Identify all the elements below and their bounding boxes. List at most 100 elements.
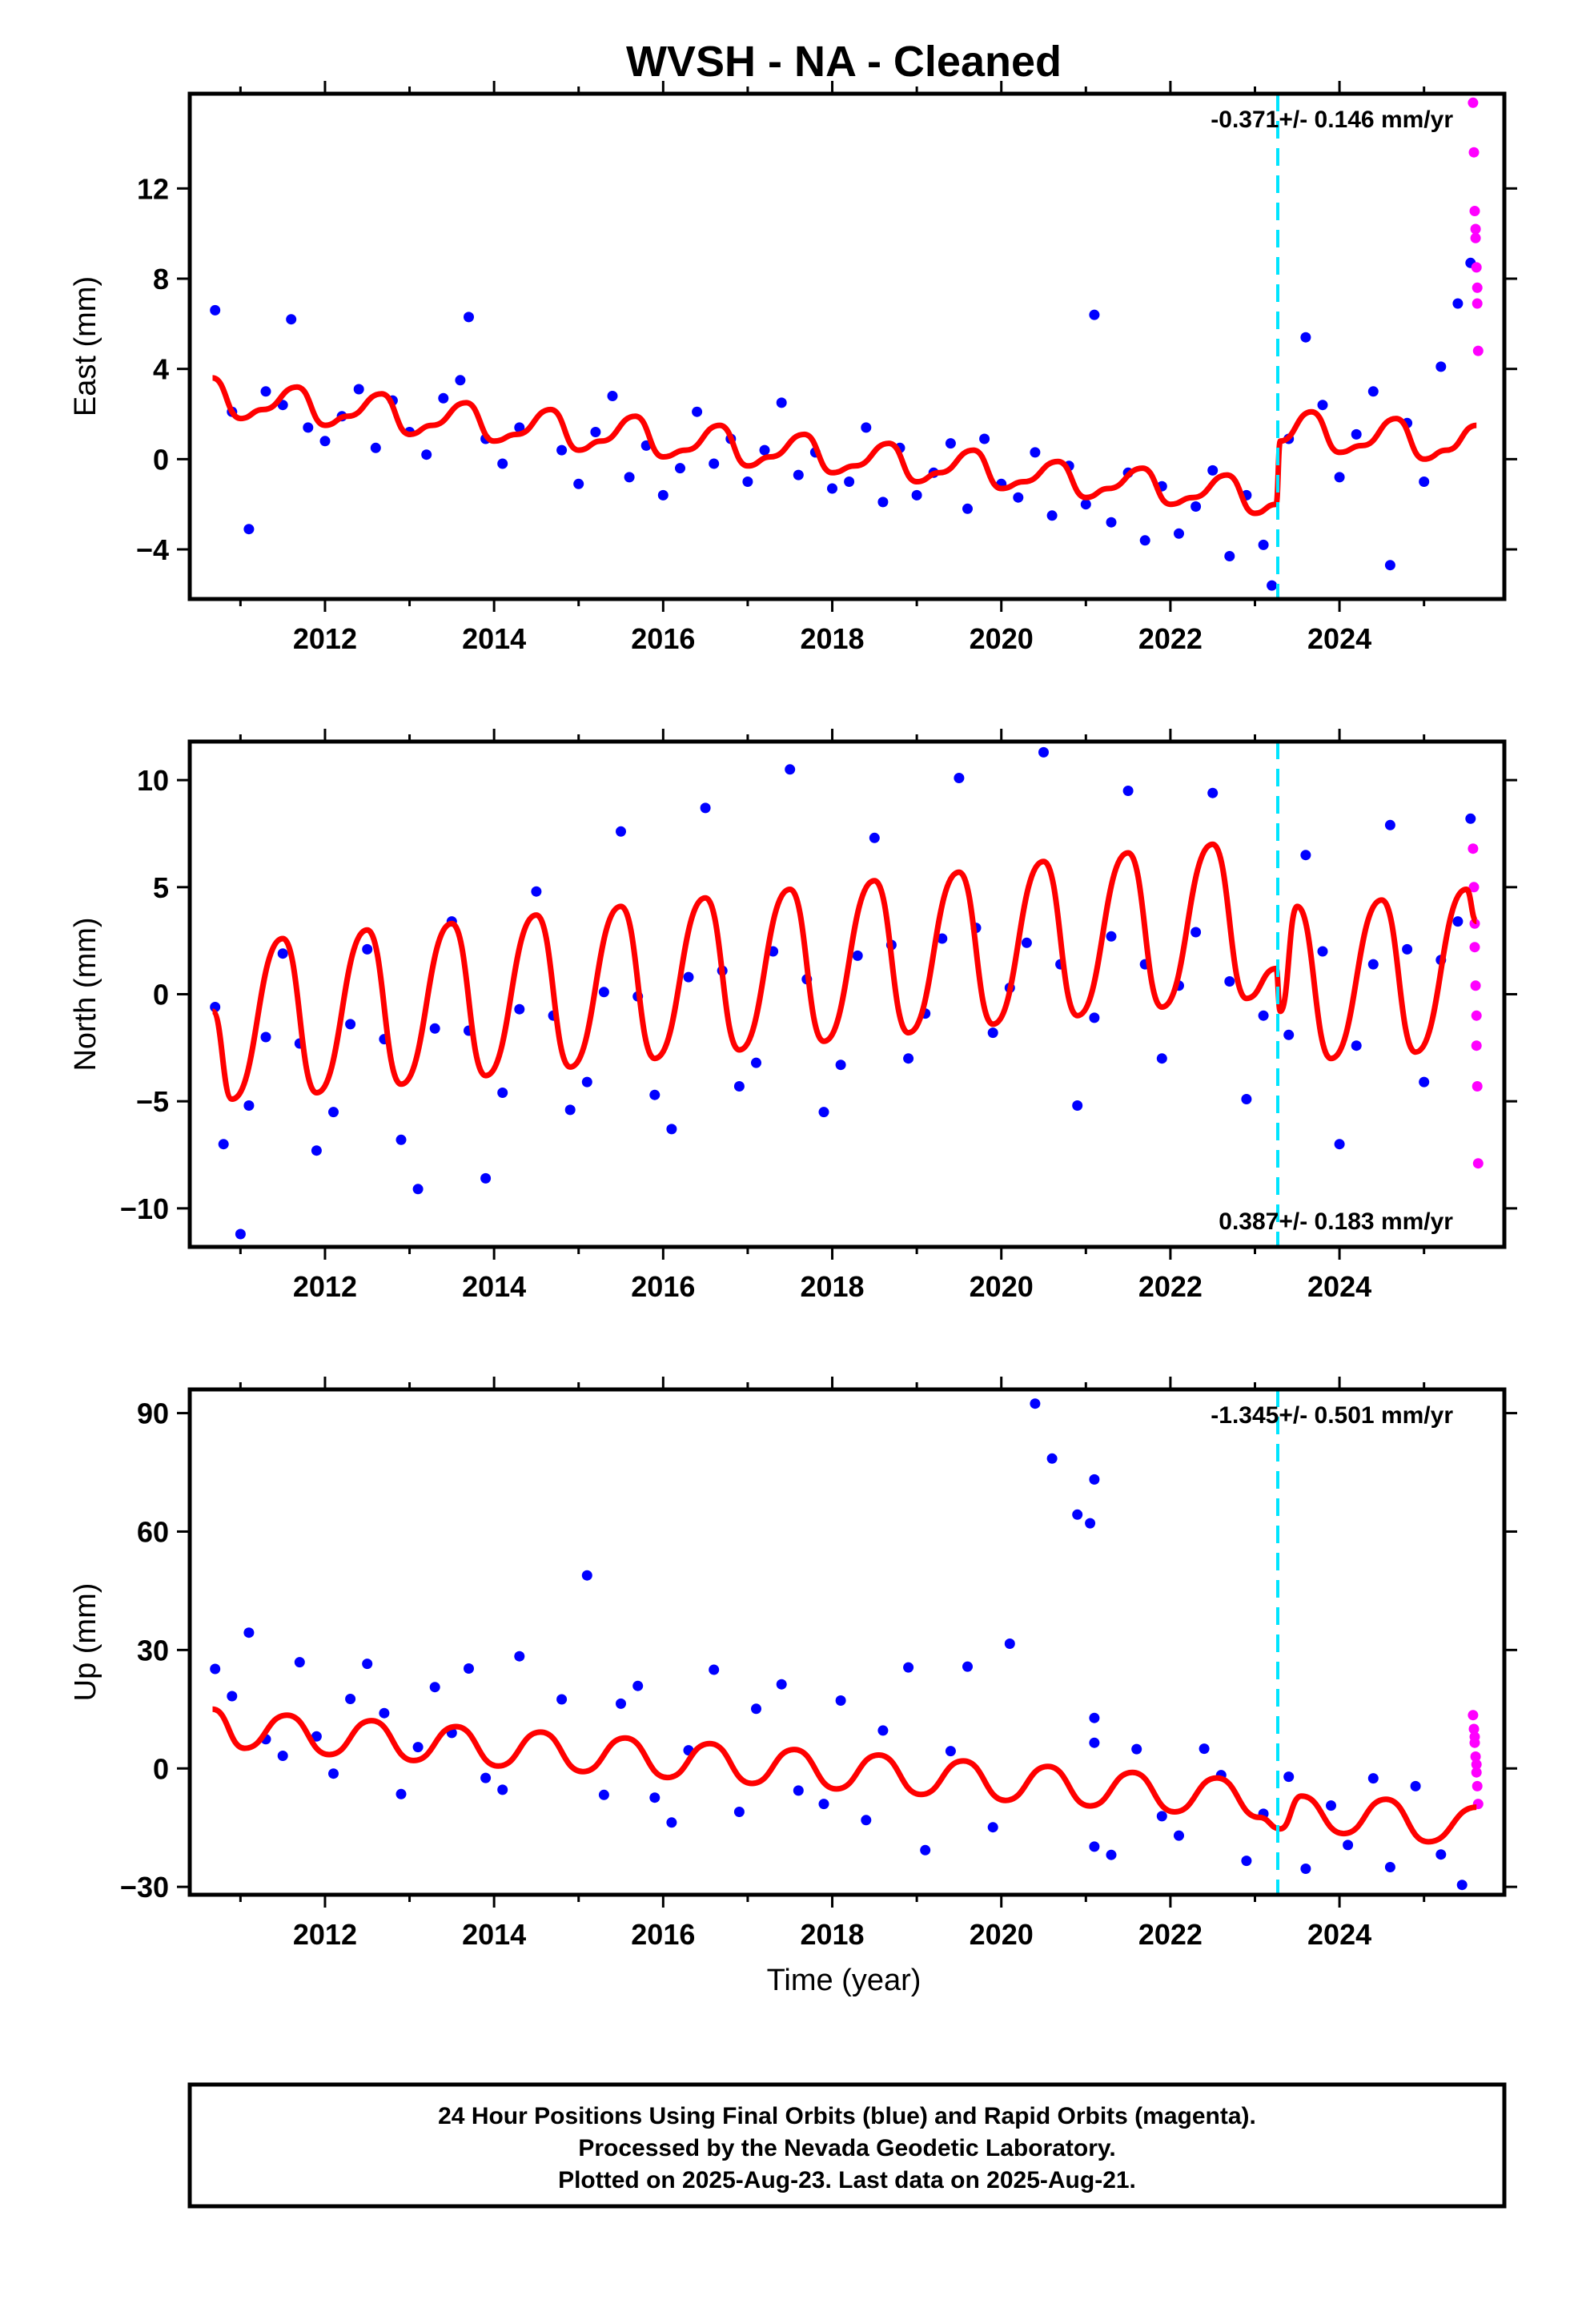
up-final-point — [1300, 1864, 1311, 1874]
east-final-point — [1384, 560, 1395, 571]
up-rapid-point — [1469, 1731, 1480, 1743]
east-final-point — [675, 463, 685, 474]
north-final-point — [311, 1145, 322, 1156]
east-x-tick-label: 2020 — [970, 622, 1034, 655]
up-final-point — [649, 1792, 661, 1803]
east-final-point — [1419, 476, 1430, 487]
up-frame — [187, 1387, 1507, 1897]
north-final-point — [1384, 819, 1395, 830]
north-final-point — [1207, 787, 1219, 798]
up-final-point — [1326, 1800, 1336, 1811]
up-y-tick-label: −30 — [120, 1871, 169, 1904]
east-final-point — [497, 458, 508, 469]
north-final-point — [1351, 1040, 1362, 1051]
east-final-point — [1013, 492, 1024, 503]
up-final-point — [581, 1570, 592, 1581]
up-final-point — [666, 1817, 677, 1828]
north-final-point — [277, 948, 288, 959]
north-final-point — [1106, 931, 1117, 942]
north-final-point — [1283, 1029, 1295, 1040]
east-final-point — [210, 304, 221, 316]
up-final-point — [1089, 1841, 1100, 1852]
up-x-tick-label: 2014 — [462, 1918, 526, 1951]
east-final-point — [1224, 551, 1235, 561]
east-final-point — [657, 489, 669, 501]
north-rapid-point — [1470, 980, 1481, 991]
north-frame — [187, 739, 1507, 1249]
up-final-point — [396, 1788, 407, 1799]
east-final-point — [464, 312, 474, 323]
up-x-tick-label: 2012 — [293, 1918, 357, 1951]
north-final-point — [497, 1088, 508, 1098]
east-y-tick-label: 4 — [153, 353, 169, 386]
east-rapid-point — [1470, 223, 1481, 235]
east-x-tick-label: 2016 — [631, 622, 695, 655]
up-panel: 2012 2014 2016 2018 2020 2022 2024 90 60 30 0 −30 Up… — [69, 1377, 1517, 1951]
north-final-point — [785, 764, 796, 775]
east-rapid-point — [1472, 345, 1484, 356]
east-rapid-point — [1469, 206, 1480, 216]
east-final-point — [979, 433, 990, 444]
east-final-point — [1317, 400, 1328, 411]
north-panel: 2012 2014 2016 2018 2020 2022 2024 10 5 0 −5 −10 Nor… — [69, 729, 1517, 1303]
east-final-point — [1351, 428, 1362, 440]
up-rapid-points — [1468, 1710, 1484, 1810]
north-y-tick-label: −10 — [120, 1192, 169, 1225]
east-final-point — [1030, 447, 1041, 458]
east-rapid-point — [1468, 97, 1479, 108]
info-line-2: Processed by the Nevada Geodetic Laborat… — [578, 2135, 1115, 2161]
east-final-point — [844, 476, 855, 487]
up-final-point — [1199, 1743, 1210, 1755]
north-x-tick-label: 2014 — [462, 1270, 526, 1303]
north-rapid-point — [1469, 942, 1480, 953]
east-final-point — [945, 438, 956, 449]
east-rate-label: -0.371+/- 0.146 mm/yr — [1211, 107, 1453, 133]
up-final-point — [243, 1627, 255, 1638]
up-final-point — [227, 1691, 238, 1702]
up-final-point — [362, 1659, 373, 1670]
north-y-tick-label: 5 — [153, 871, 169, 904]
up-final-point — [733, 1807, 745, 1817]
east-final-point — [1300, 332, 1311, 343]
up-final-point — [1241, 1856, 1252, 1867]
east-final-point — [1080, 499, 1091, 510]
up-final-point — [776, 1679, 787, 1690]
east-final-point — [319, 436, 331, 447]
north-final-point — [1021, 937, 1032, 948]
north-final-point — [531, 886, 542, 897]
east-rapid-point — [1470, 232, 1481, 243]
east-final-point — [573, 478, 584, 489]
north-final-point — [581, 1076, 592, 1088]
up-y-axis-label: Up (mm) — [69, 1583, 102, 1702]
north-final-point — [1241, 1094, 1252, 1104]
x-axis-label: Time (year) — [767, 1964, 921, 1997]
east-final-point — [793, 469, 804, 480]
east-final-point — [1046, 510, 1058, 521]
up-final-point — [1030, 1398, 1041, 1409]
north-final-point — [700, 802, 711, 814]
north-final-point — [243, 1100, 255, 1111]
info-line-3: Plotted on 2025-Aug-23. Last data on 202… — [558, 2167, 1136, 2193]
up-final-point — [1072, 1509, 1083, 1520]
up-x-tick-label: 2018 — [800, 1918, 864, 1951]
up-final-point — [345, 1694, 356, 1704]
north-final-point — [514, 1003, 525, 1015]
up-final-point — [920, 1844, 931, 1856]
up-final-point — [877, 1725, 889, 1736]
up-final-point — [1046, 1453, 1058, 1464]
north-fit-line — [210, 841, 1480, 1102]
east-final-point — [1207, 464, 1219, 476]
north-final-point — [396, 1134, 407, 1145]
up-final-point — [1367, 1773, 1379, 1784]
north-final-point — [987, 1027, 998, 1039]
east-final-point — [1174, 528, 1184, 539]
up-final-point — [709, 1664, 720, 1675]
north-final-point — [1334, 1139, 1345, 1150]
east-final-point — [260, 386, 271, 397]
north-final-point — [1191, 927, 1202, 938]
north-rapid-point — [1468, 882, 1480, 893]
north-final-point — [1156, 1053, 1167, 1064]
north-final-point — [210, 1002, 221, 1012]
north-final-point — [616, 826, 626, 837]
